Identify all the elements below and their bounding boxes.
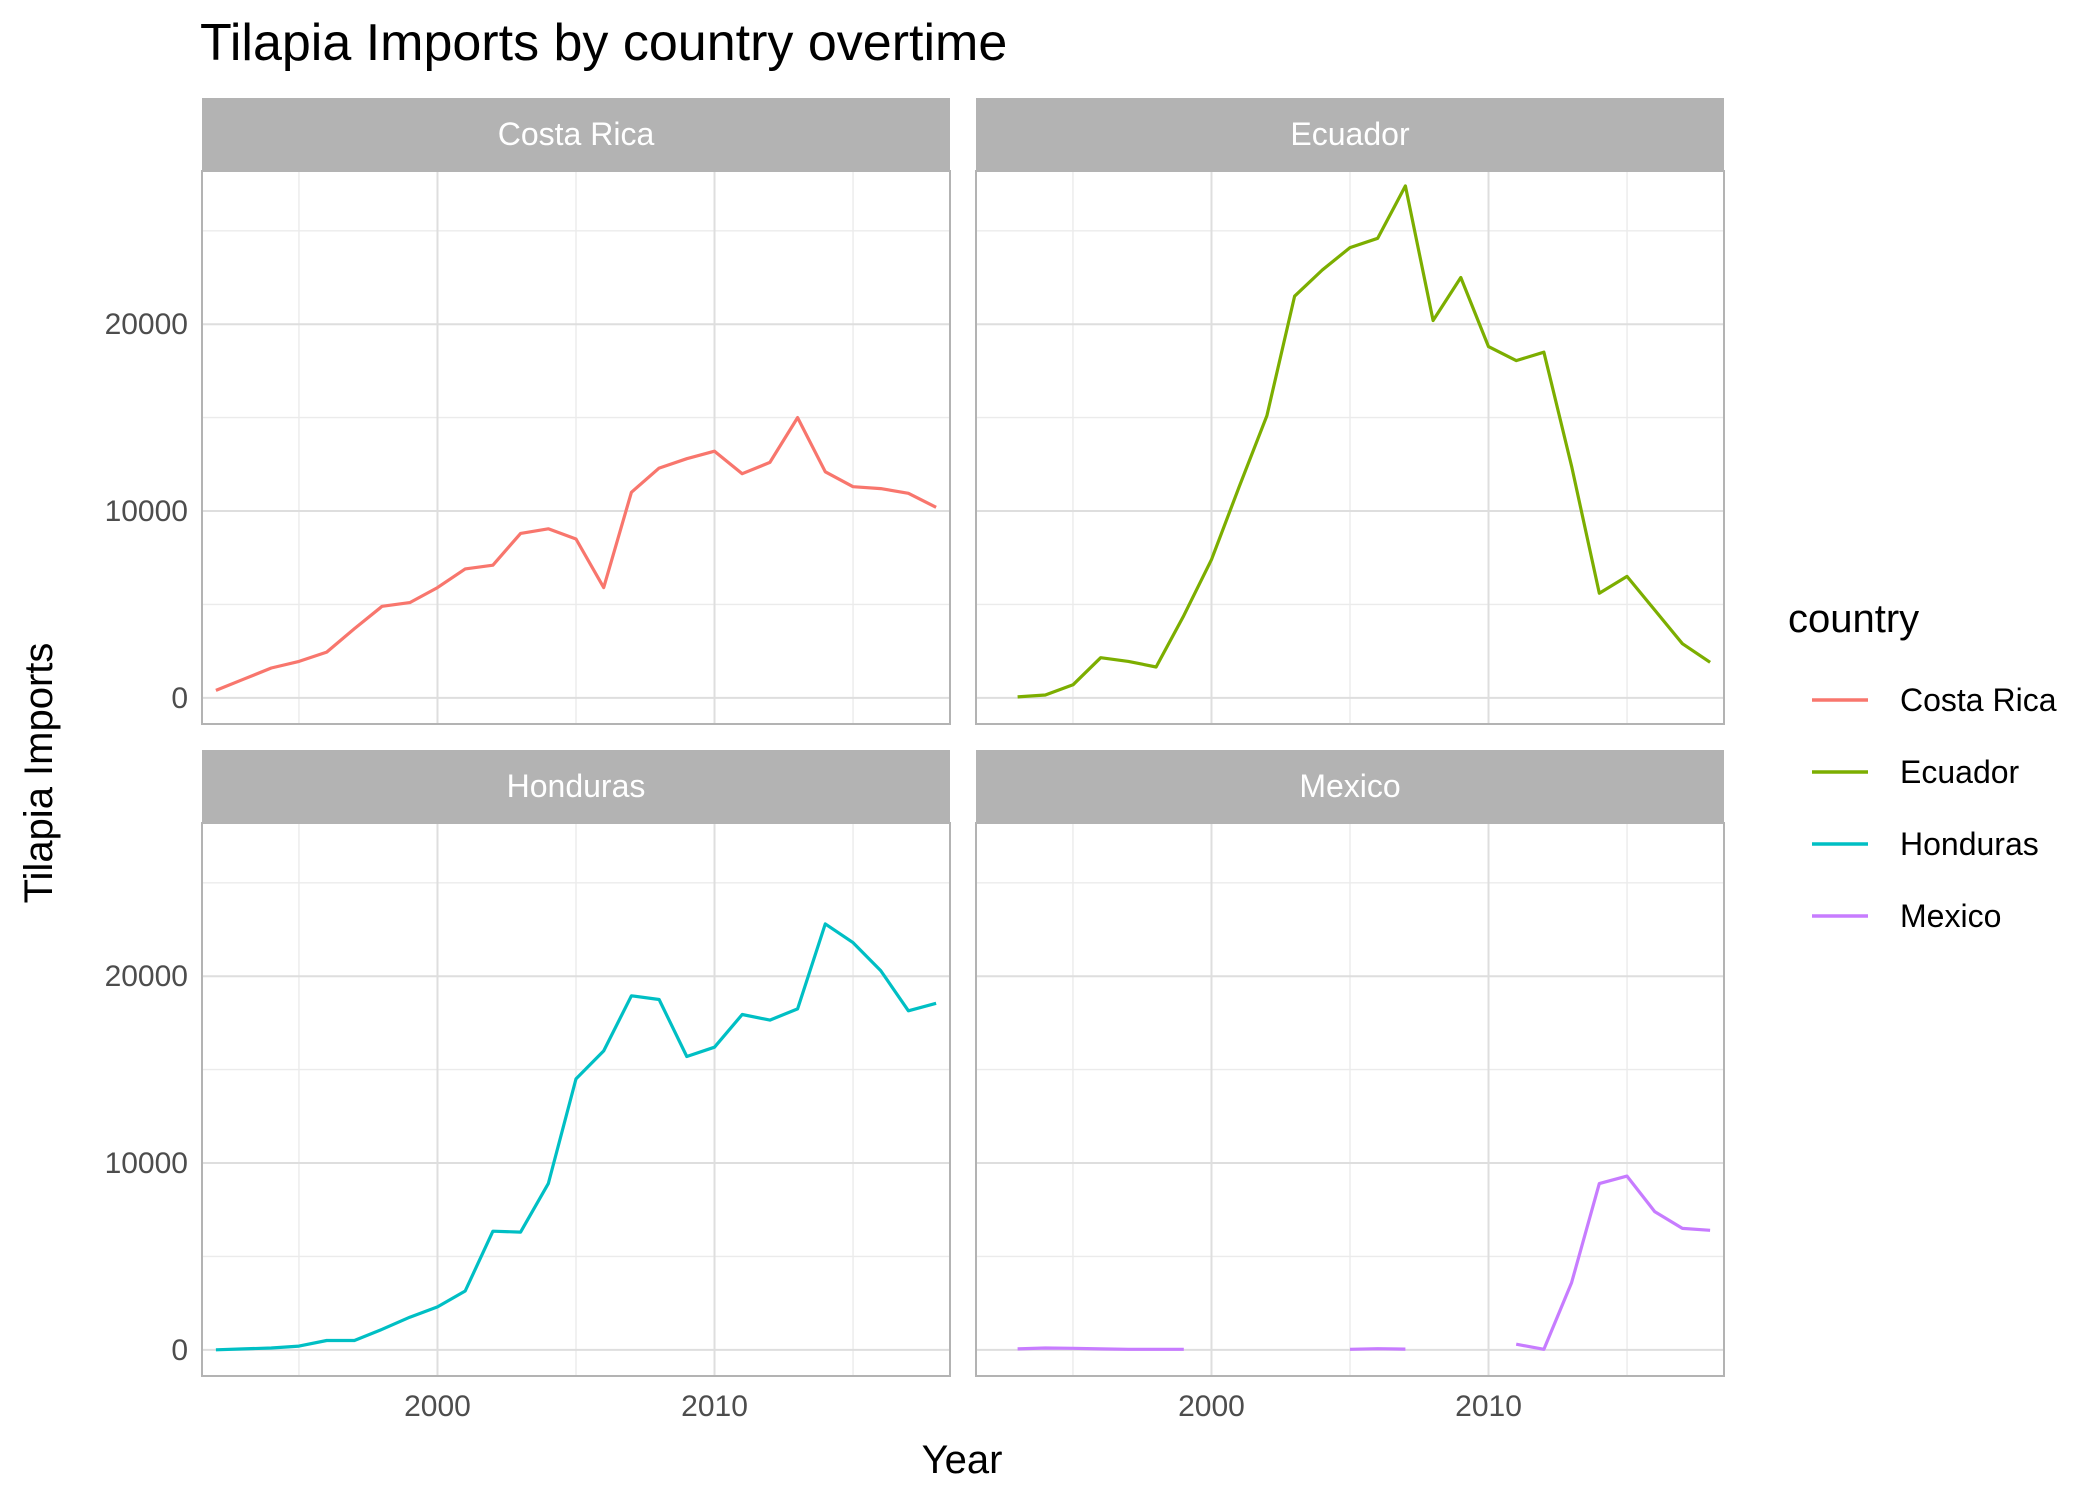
y-axis-title: Tilapia Imports [17, 643, 61, 904]
x-tick-label: 2000 [1178, 1390, 1245, 1423]
legend-title: country [1788, 597, 1919, 641]
facet-strip [202, 750, 950, 823]
y-tick-label: 10000 [105, 1147, 188, 1180]
y-tick-label: 0 [171, 682, 188, 715]
facet-strip-label: Honduras [507, 768, 646, 804]
series-line-honduras [215, 922, 937, 1352]
legend-item-mexico: Mexico [1812, 898, 2001, 934]
facet-strip-label: Costa Rica [498, 116, 655, 152]
facet-strip-label: Ecuador [1290, 116, 1410, 152]
x-tick-label: 2010 [681, 1390, 748, 1423]
legend-item-ecuador: Ecuador [1812, 754, 2020, 790]
facet-strip [202, 98, 950, 171]
legend-label: Honduras [1900, 826, 2039, 862]
panel-border [201, 170, 951, 725]
facet-strip-label: Mexico [1299, 768, 1400, 804]
y-tick-label: 20000 [105, 960, 188, 993]
panel-ecuador: Ecuador [975, 98, 1725, 725]
panel-border [975, 170, 1725, 725]
legend-label: Costa Rica [1900, 682, 2057, 718]
legend-item-costa-rica: Costa Rica [1812, 682, 2057, 718]
facet-panels: Costa Rica 0 10000 20000 Ecuador Honduras 0 100… [105, 98, 1725, 1423]
x-tick-label: 2010 [1455, 1390, 1522, 1423]
y-tick-label: 10000 [105, 495, 188, 528]
series-line-ecuador [1017, 184, 1711, 699]
series-line-mexico [1017, 1174, 1711, 1351]
chart-title: Tilapia Imports by country overtime [200, 14, 1007, 72]
panel-honduras: Honduras 0 10000 20000 2000 2010 [105, 750, 951, 1423]
y-tick-label: 20000 [105, 308, 188, 341]
legend-label: Ecuador [1900, 754, 2020, 790]
legend-item-honduras: Honduras [1812, 826, 2039, 862]
legend: country Costa Rica Ecuador Honduras Mexico [1788, 597, 2057, 934]
facet-strip [976, 98, 1724, 171]
x-tick-label: 2000 [404, 1390, 471, 1423]
y-tick-label: 0 [171, 1334, 188, 1367]
legend-label: Mexico [1900, 898, 2001, 934]
x-axis-title: Year [922, 1438, 1003, 1482]
facet-strip [976, 750, 1724, 823]
panel-border [201, 822, 951, 1377]
panel-border [975, 822, 1725, 1377]
panel-mexico: Mexico 2000 2010 [975, 750, 1725, 1423]
series-line-costa-rica [215, 416, 937, 692]
panel-costa-rica: Costa Rica 0 10000 20000 [105, 98, 951, 725]
